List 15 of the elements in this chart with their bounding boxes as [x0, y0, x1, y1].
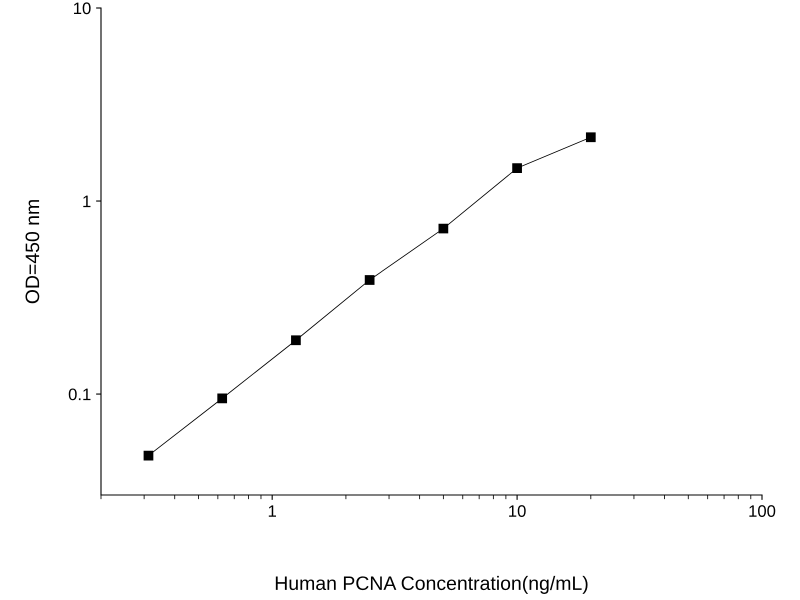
x-tick-label: 1 [268, 505, 276, 517]
point [291, 335, 301, 346]
y-tick-label: 0.1 [68, 388, 90, 400]
y-tick-label: 10 [74, 2, 91, 14]
x-axis-title: Human PCNA Concentration(ng/mL) [276, 576, 588, 594]
x-tick-label: 100 [749, 505, 776, 517]
point [217, 394, 228, 404]
x-tick-label: 10 [509, 505, 526, 517]
point [438, 224, 448, 234]
point [512, 163, 522, 174]
point [364, 275, 375, 285]
point [144, 450, 154, 460]
point [586, 132, 596, 142]
y-tick-label: 1 [83, 196, 90, 208]
y-axis-title: OD=450 nm [26, 200, 40, 304]
